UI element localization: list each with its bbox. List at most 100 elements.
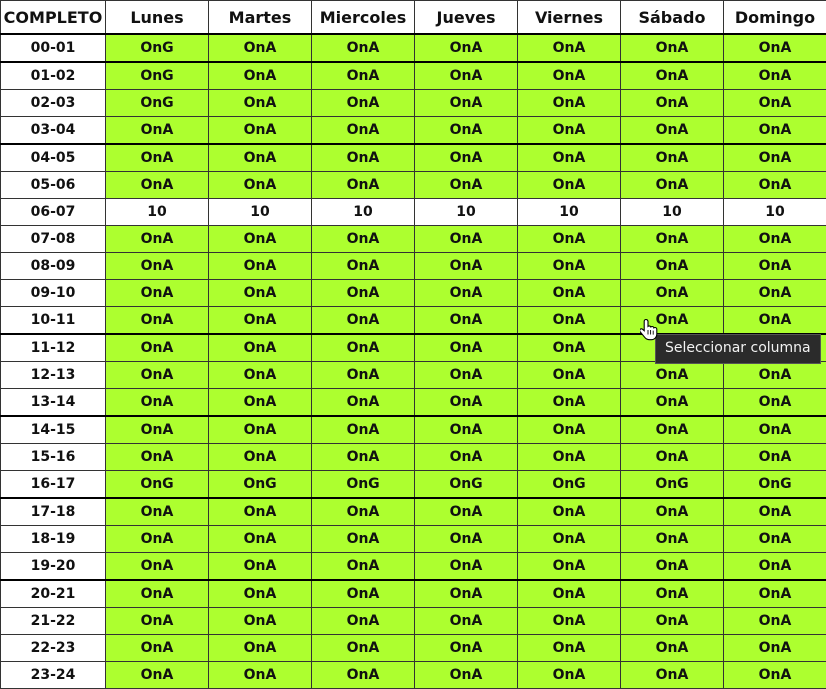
schedule-cell-miercoles[interactable]: OnA [311,388,415,417]
schedule-cell-domingo[interactable]: OnA [723,116,826,145]
schedule-cell-viernes[interactable]: OnA [517,61,621,90]
schedule-cell-viernes[interactable]: OnA [517,333,621,362]
schedule-cell-viernes[interactable]: OnA [517,388,621,417]
schedule-cell-miercoles[interactable]: OnA [311,61,415,90]
schedule-cell-miercoles[interactable]: OnA [311,225,415,253]
schedule-cell-miercoles[interactable]: OnA [311,33,415,63]
schedule-cell-sabado[interactable]: OnA [620,607,724,635]
schedule-cell-domingo[interactable]: OnA [723,661,826,689]
schedule-cell-jueves[interactable]: OnA [414,279,518,307]
schedule-cell-lunes[interactable]: OnA [105,279,209,307]
schedule-cell-martes[interactable]: OnA [208,143,312,172]
hour-label[interactable]: 18-19 [0,525,106,553]
hour-label[interactable]: 00-01 [0,33,106,63]
schedule-cell-viernes[interactable]: OnA [517,33,621,63]
schedule-cell-viernes[interactable]: OnA [517,443,621,471]
schedule-cell-lunes[interactable]: OnA [105,116,209,145]
schedule-cell-jueves[interactable]: OnA [414,415,518,444]
schedule-cell-sabado[interactable]: OnA [620,306,724,335]
hour-label[interactable]: 09-10 [0,279,106,307]
schedule-cell-viernes[interactable]: OnA [517,525,621,553]
schedule-cell-lunes[interactable]: OnA [105,252,209,280]
schedule-cell-sabado[interactable]: OnA [620,33,724,63]
schedule-cell-martes[interactable]: OnA [208,33,312,63]
schedule-cell-lunes[interactable]: OnG [105,89,209,117]
hour-label[interactable]: 14-15 [0,415,106,444]
schedule-cell-domingo[interactable]: OnA [723,634,826,662]
schedule-cell-lunes[interactable]: OnG [105,470,209,499]
schedule-cell-jueves[interactable]: OnA [414,634,518,662]
hour-label[interactable]: 03-04 [0,116,106,145]
hour-label[interactable]: 06-07 [0,198,106,226]
schedule-cell-domingo[interactable]: OnA [723,279,826,307]
schedule-cell-martes[interactable]: OnA [208,252,312,280]
hour-label[interactable]: 16-17 [0,470,106,499]
schedule-cell-sabado[interactable]: OnG [620,470,724,499]
schedule-cell-miercoles[interactable]: OnA [311,497,415,526]
schedule-cell-jueves[interactable]: OnG [414,470,518,499]
schedule-cell-sabado[interactable]: OnA [620,415,724,444]
schedule-cell-miercoles[interactable]: OnA [311,116,415,145]
schedule-cell-martes[interactable]: OnA [208,333,312,362]
schedule-cell-viernes[interactable]: OnA [517,607,621,635]
schedule-cell-miercoles[interactable]: OnA [311,579,415,608]
day-header-sabado[interactable]: Sábado [620,0,724,35]
schedule-cell-jueves[interactable]: OnA [414,525,518,553]
schedule-cell-sabado[interactable]: OnA [620,61,724,90]
schedule-cell-martes[interactable]: OnA [208,171,312,199]
day-header-jueves[interactable]: Jueves [414,0,518,35]
hour-label[interactable]: 19-20 [0,552,106,581]
schedule-cell-sabado[interactable]: OnA [620,579,724,608]
schedule-cell-martes[interactable]: OnA [208,225,312,253]
schedule-cell-jueves[interactable]: OnA [414,116,518,145]
schedule-cell-martes[interactable]: OnA [208,89,312,117]
schedule-cell-domingo[interactable]: OnA [723,388,826,417]
schedule-cell-domingo[interactable]: OnA [723,306,826,335]
schedule-cell-lunes[interactable]: OnA [105,306,209,335]
schedule-cell-lunes[interactable]: OnG [105,61,209,90]
hour-label[interactable]: 04-05 [0,143,106,172]
schedule-cell-martes[interactable]: OnG [208,470,312,499]
schedule-cell-viernes[interactable]: OnA [517,361,621,389]
schedule-cell-miercoles[interactable]: OnG [311,470,415,499]
schedule-cell-martes[interactable]: OnA [208,552,312,581]
hour-label[interactable]: 20-21 [0,579,106,608]
schedule-cell-viernes[interactable]: OnA [517,89,621,117]
schedule-cell-viernes[interactable]: OnA [517,143,621,172]
schedule-cell-martes[interactable]: OnA [208,388,312,417]
schedule-cell-jueves[interactable]: OnA [414,579,518,608]
schedule-cell-viernes[interactable]: 10 [517,198,621,226]
schedule-cell-domingo[interactable]: OnA [723,525,826,553]
schedule-cell-sabado[interactable]: 10 [620,198,724,226]
schedule-cell-martes[interactable]: OnA [208,279,312,307]
schedule-cell-martes[interactable]: OnA [208,661,312,689]
schedule-cell-miercoles[interactable]: OnA [311,252,415,280]
schedule-cell-martes[interactable]: OnA [208,116,312,145]
schedule-cell-viernes[interactable]: OnA [517,252,621,280]
schedule-cell-domingo[interactable]: OnA [723,361,826,389]
hour-label[interactable]: 21-22 [0,607,106,635]
schedule-cell-viernes[interactable]: OnA [517,552,621,581]
schedule-cell-sabado[interactable]: OnA [620,661,724,689]
schedule-cell-miercoles[interactable]: OnA [311,361,415,389]
schedule-cell-domingo[interactable]: OnG [723,470,826,499]
schedule-cell-viernes[interactable]: OnA [517,116,621,145]
hour-label[interactable]: 12-13 [0,361,106,389]
schedule-cell-viernes[interactable]: OnA [517,306,621,335]
schedule-cell-domingo[interactable]: OnA [723,607,826,635]
schedule-cell-domingo[interactable]: OnA [723,89,826,117]
schedule-cell-domingo[interactable]: OnA [723,497,826,526]
corner-header[interactable]: COMPLETO [0,0,106,35]
schedule-cell-jueves[interactable]: OnA [414,143,518,172]
schedule-cell-viernes[interactable]: OnA [517,225,621,253]
schedule-cell-viernes[interactable]: OnA [517,415,621,444]
schedule-cell-domingo[interactable]: OnA [723,61,826,90]
hour-label[interactable]: 23-24 [0,661,106,689]
schedule-cell-sabado[interactable]: OnA [620,525,724,553]
schedule-cell-viernes[interactable]: OnA [517,171,621,199]
schedule-cell-miercoles[interactable]: OnA [311,89,415,117]
schedule-cell-lunes[interactable]: OnA [105,143,209,172]
schedule-cell-miercoles[interactable]: OnA [311,306,415,335]
schedule-cell-sabado[interactable]: OnA [620,279,724,307]
day-header-lunes[interactable]: Lunes [105,0,209,35]
